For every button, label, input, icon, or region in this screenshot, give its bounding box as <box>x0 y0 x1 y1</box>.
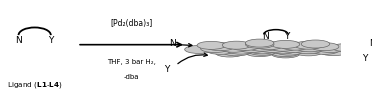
Circle shape <box>248 46 277 54</box>
Circle shape <box>281 42 309 50</box>
Text: N: N <box>262 32 269 41</box>
Circle shape <box>206 43 235 51</box>
Circle shape <box>301 40 330 48</box>
Circle shape <box>255 42 283 50</box>
Circle shape <box>294 46 322 54</box>
Text: -dba: -dba <box>124 74 139 80</box>
Circle shape <box>231 42 259 50</box>
Text: Y: Y <box>362 54 367 63</box>
Circle shape <box>219 44 248 52</box>
Circle shape <box>271 50 300 58</box>
Circle shape <box>206 46 235 54</box>
Circle shape <box>248 47 277 55</box>
Text: THF, 3 bar H₂,: THF, 3 bar H₂, <box>107 59 156 65</box>
Circle shape <box>226 46 255 54</box>
Circle shape <box>246 40 274 48</box>
Text: Y: Y <box>48 36 53 45</box>
Text: Y: Y <box>164 65 170 74</box>
Circle shape <box>271 40 300 48</box>
Circle shape <box>320 48 348 56</box>
Text: N: N <box>369 39 372 48</box>
Circle shape <box>197 41 225 49</box>
Text: N: N <box>15 36 22 45</box>
Circle shape <box>316 45 344 52</box>
Circle shape <box>279 45 307 52</box>
Circle shape <box>275 47 303 55</box>
Circle shape <box>238 45 266 52</box>
Circle shape <box>245 39 274 47</box>
Circle shape <box>246 49 274 57</box>
Circle shape <box>294 41 323 49</box>
Circle shape <box>222 48 251 56</box>
Circle shape <box>185 45 213 53</box>
Circle shape <box>271 49 300 57</box>
Text: N: N <box>169 39 176 48</box>
Circle shape <box>310 43 339 51</box>
Text: Ligand ($\mathbf{L1}$-$\mathbf{L4}$): Ligand ($\mathbf{L1}$-$\mathbf{L4}$) <box>7 80 62 90</box>
Text: Y: Y <box>284 32 289 41</box>
Circle shape <box>248 43 277 51</box>
Circle shape <box>269 46 297 54</box>
Circle shape <box>258 45 287 52</box>
Circle shape <box>310 46 339 54</box>
Circle shape <box>201 45 229 52</box>
Circle shape <box>269 43 297 51</box>
Circle shape <box>332 44 360 52</box>
Text: [Pd₂(dba)₃]: [Pd₂(dba)₃] <box>110 19 153 28</box>
Circle shape <box>294 48 323 56</box>
Circle shape <box>215 49 244 57</box>
Circle shape <box>296 44 325 52</box>
Circle shape <box>222 41 251 49</box>
